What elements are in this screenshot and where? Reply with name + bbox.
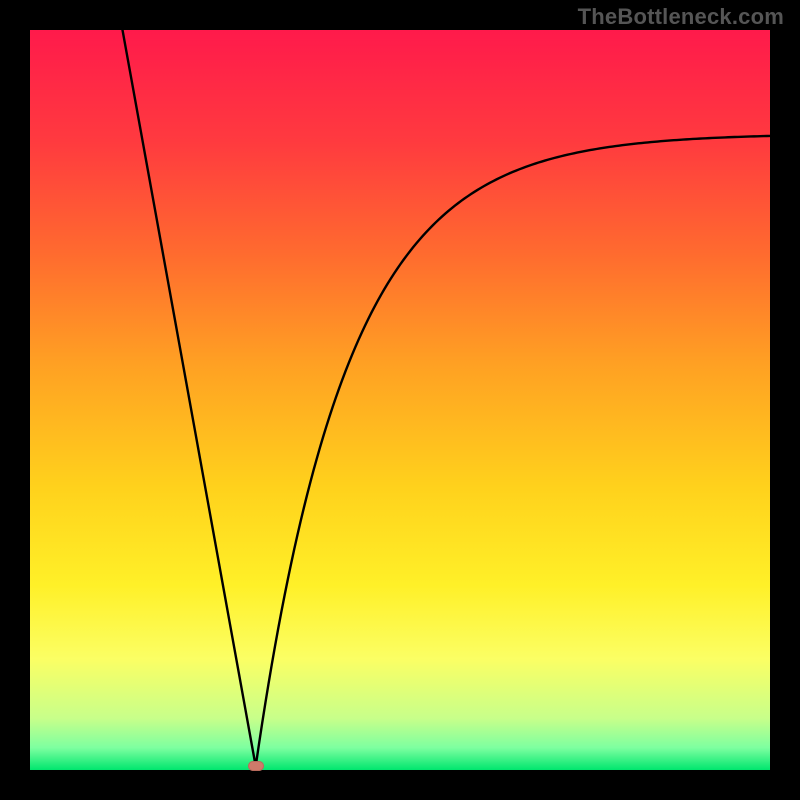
- plot-area: [30, 30, 770, 770]
- watermark-text: TheBottleneck.com: [578, 4, 784, 30]
- figure-root: TheBottleneck.com: [0, 0, 800, 800]
- optimal-point-marker: [248, 761, 264, 771]
- bottleneck-curve: [30, 30, 770, 770]
